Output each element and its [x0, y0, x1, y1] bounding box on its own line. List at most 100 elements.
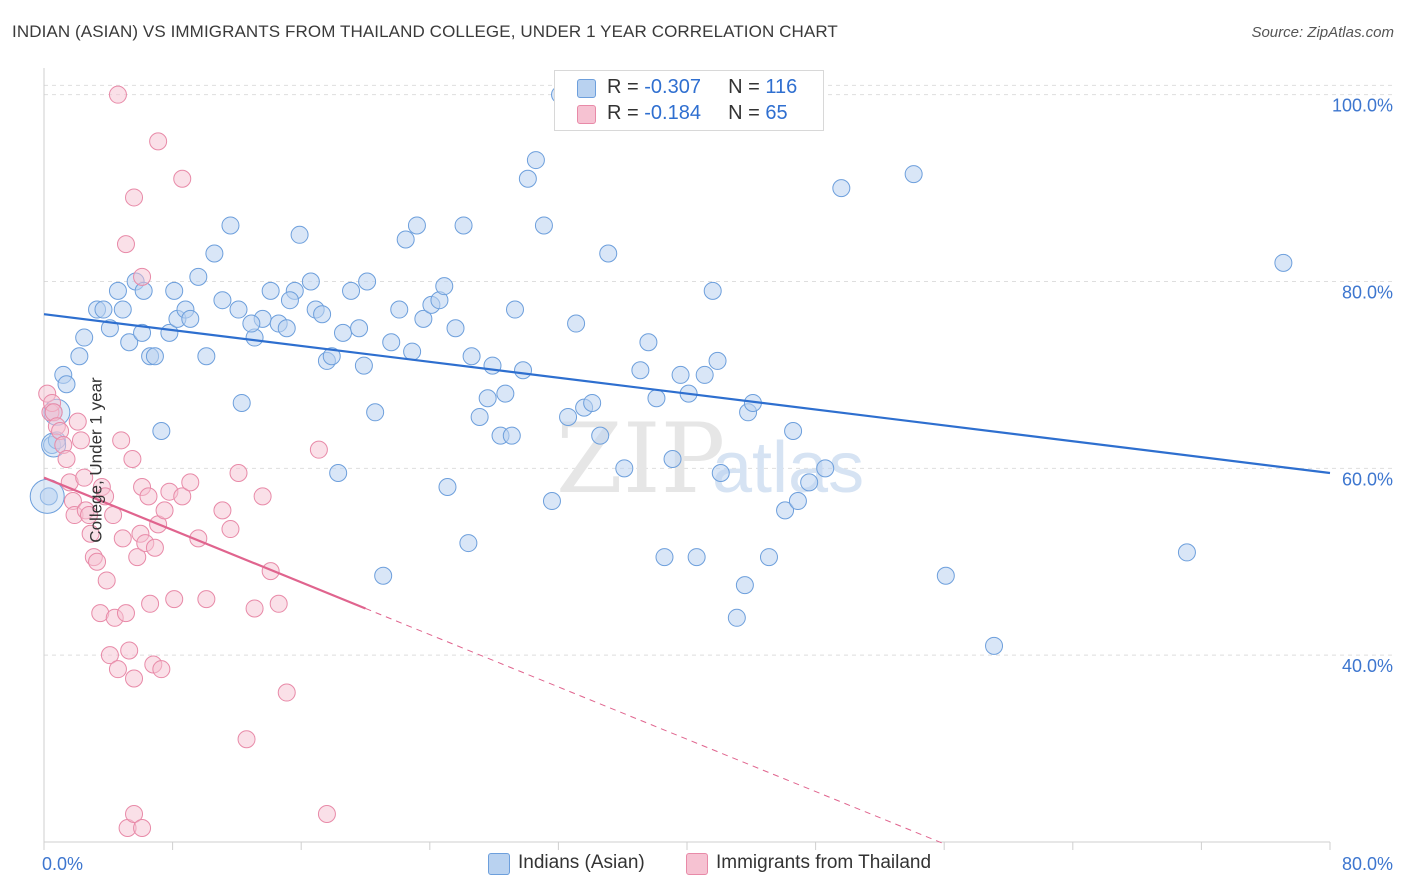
- data-point-indians: [567, 314, 586, 333]
- data-point-indians: [459, 534, 478, 553]
- data-point-thailand: [125, 669, 144, 688]
- data-point-thailand: [113, 529, 132, 548]
- data-point-indians: [301, 272, 320, 291]
- data-point-indians: [1274, 253, 1293, 272]
- data-point-indians: [759, 548, 778, 567]
- data-point-thailand: [108, 85, 127, 104]
- data-point-indians: [496, 384, 515, 403]
- data-point-indians: [113, 300, 132, 319]
- source-credit: Source: ZipAtlas.com: [1251, 24, 1394, 41]
- data-point-indians: [708, 351, 727, 370]
- tick-labels: 40.0% 60.0% 80.0% 100.0% 0.0% 80.0%: [42, 96, 1393, 874]
- data-point-indians: [403, 342, 422, 361]
- y-tick-label: 40.0%: [1342, 656, 1393, 676]
- data-point-indians: [382, 333, 401, 352]
- data-point-thailand: [165, 590, 184, 609]
- data-point-indians: [205, 244, 224, 263]
- data-point-indians: [152, 421, 171, 440]
- data-point-thailand: [197, 590, 216, 609]
- data-point-indians: [350, 319, 369, 338]
- data-point-indians: [366, 403, 385, 422]
- trend-lines: [43, 313, 1331, 845]
- data-point-indians: [631, 361, 650, 380]
- data-point-thailand: [152, 660, 171, 679]
- data-point-thailand: [108, 660, 127, 679]
- data-point-thailand: [237, 730, 256, 749]
- data-point-indians: [735, 576, 754, 595]
- data-point-thailand: [80, 506, 99, 525]
- series-indians-points: [29, 85, 1293, 655]
- data-point-thailand: [277, 683, 296, 702]
- trend-line-thailand-extrapolated: [365, 608, 945, 845]
- data-point-indians: [784, 421, 803, 440]
- data-point-indians: [446, 319, 465, 338]
- data-point-thailand: [133, 818, 152, 837]
- data-point-indians: [197, 347, 216, 366]
- data-point-thailand: [81, 524, 100, 543]
- data-point-indians: [599, 244, 618, 263]
- data-point-thailand: [261, 562, 280, 581]
- data-point-thailand: [116, 235, 135, 254]
- bottom-legend-swatch-blue: [488, 853, 510, 875]
- data-point-indians: [181, 309, 200, 328]
- bottom-legend-swatch-pink: [686, 853, 708, 875]
- data-point-indians: [647, 389, 666, 408]
- data-point-indians: [221, 216, 240, 235]
- grid-lines: [44, 84, 1392, 656]
- data-point-indians: [232, 393, 251, 412]
- data-point-indians: [478, 389, 497, 408]
- data-point-indians: [213, 291, 232, 310]
- data-point-thailand: [245, 599, 264, 618]
- data-point-thailand: [112, 431, 131, 450]
- data-point-indians: [329, 464, 348, 483]
- y-axis-label: College, Under 1 year: [86, 377, 106, 543]
- axes: [43, 68, 1331, 850]
- data-point-indians: [655, 548, 674, 567]
- data-point-thailand: [149, 132, 168, 151]
- data-point-indians: [832, 179, 851, 198]
- legend-swatch-blue: [577, 79, 596, 98]
- data-point-indians: [615, 459, 634, 478]
- data-point-indians: [526, 151, 545, 170]
- data-point-indians: [70, 347, 89, 366]
- data-point-indians: [120, 333, 139, 352]
- legend-n-label: N =: [728, 76, 766, 98]
- data-point-thailand: [100, 646, 119, 665]
- data-point-indians: [462, 347, 481, 366]
- data-point-indians: [358, 272, 377, 291]
- legend-n-value: 65: [765, 102, 788, 124]
- data-point-indians: [542, 492, 561, 511]
- data-point-indians: [277, 319, 296, 338]
- data-point-thailand: [68, 412, 87, 431]
- legend-r-label: R =: [607, 76, 645, 98]
- data-point-thailand: [213, 501, 232, 520]
- data-point-thailand: [125, 188, 144, 207]
- data-point-indians: [695, 365, 714, 384]
- data-point-indians: [591, 426, 610, 445]
- x-tick-label: 0.0%: [42, 854, 83, 874]
- data-point-thailand: [97, 571, 116, 590]
- data-point-indians: [534, 216, 553, 235]
- data-point-indians: [816, 459, 835, 478]
- data-point-thailand: [155, 501, 174, 520]
- data-point-indians: [454, 216, 473, 235]
- legend-r-value: -0.307: [644, 76, 701, 98]
- data-point-thailand: [141, 594, 160, 613]
- data-point-indians: [502, 426, 521, 445]
- data-point-thailand: [173, 169, 192, 188]
- data-point-thailand: [139, 487, 158, 506]
- data-point-indians: [322, 347, 341, 366]
- data-point-indians: [559, 407, 578, 426]
- data-point-thailand: [145, 538, 164, 557]
- data-point-indians: [313, 305, 332, 324]
- data-point-indians: [189, 267, 208, 286]
- data-point-indians: [703, 281, 722, 300]
- data-point-indians: [39, 487, 58, 506]
- data-point-indians: [261, 281, 280, 300]
- data-point-thailand: [125, 804, 144, 823]
- data-point-indians: [342, 281, 361, 300]
- data-point-indians: [470, 407, 489, 426]
- legend-r-label: R =: [607, 102, 645, 124]
- watermark-atlas: atlas: [712, 428, 864, 508]
- data-point-indians: [583, 393, 602, 412]
